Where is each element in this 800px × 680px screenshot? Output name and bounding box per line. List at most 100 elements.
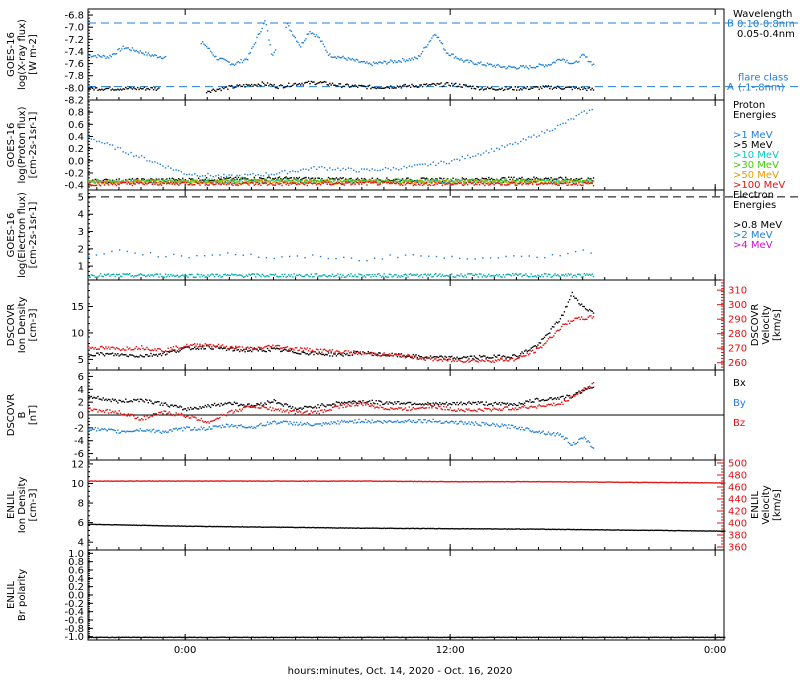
- data-point: [356, 402, 359, 404]
- data-point: [219, 274, 221, 276]
- data-point: [111, 53, 114, 56]
- data-point: [349, 354, 351, 357]
- data-point: [378, 354, 380, 357]
- data-point: [288, 350, 290, 352]
- data-point: [257, 346, 259, 348]
- data-point: [155, 401, 157, 403]
- data-point: [440, 177, 442, 180]
- data-point: [378, 400, 380, 402]
- data-point: [580, 111, 583, 114]
- data-point: [472, 179, 474, 181]
- data-point: [502, 274, 505, 276]
- data-point: [489, 360, 491, 363]
- y-axis-label: GOES-16: [6, 32, 17, 77]
- data-point: [488, 403, 490, 406]
- data-point: [433, 273, 436, 276]
- data-point: [121, 182, 123, 184]
- data-point: [417, 86, 420, 88]
- data-point: [494, 180, 497, 182]
- data-point: [323, 354, 326, 357]
- data-point: [97, 181, 99, 183]
- data-point: [356, 59, 359, 61]
- data-point: [582, 181, 584, 183]
- data-point: [95, 276, 98, 278]
- data-point: [150, 86, 152, 89]
- data-point: [186, 173, 188, 176]
- data-point: [212, 404, 214, 406]
- data-point: [276, 179, 278, 181]
- data-point: [107, 181, 110, 183]
- data-point: [123, 273, 126, 275]
- data-point: [133, 430, 135, 433]
- data-point: [376, 182, 379, 184]
- data-point: [90, 347, 93, 349]
- data-point: [420, 255, 422, 257]
- data-point: [170, 346, 172, 349]
- data-point: [347, 180, 350, 182]
- data-point: [445, 356, 448, 359]
- data-point: [190, 181, 192, 183]
- data-point: [485, 401, 487, 403]
- data-point: [392, 403, 395, 406]
- data-point: [448, 84, 450, 86]
- data-point: [208, 275, 210, 278]
- data-point: [496, 273, 498, 276]
- data-point: [211, 404, 213, 406]
- data-point: [274, 86, 277, 89]
- data-point: [330, 184, 332, 186]
- data-point: [309, 353, 311, 355]
- data-point: [313, 353, 315, 356]
- data-point: [91, 179, 94, 181]
- data-point: [445, 178, 448, 180]
- data-point: [531, 181, 534, 184]
- data-point: [582, 305, 584, 308]
- data-point: [562, 122, 564, 125]
- data-point: [311, 177, 314, 179]
- data-point: [314, 405, 316, 408]
- data-point: [371, 180, 373, 182]
- data-point: [129, 178, 131, 181]
- data-point: [102, 182, 104, 185]
- data-point: [97, 427, 99, 429]
- data-point: [315, 181, 318, 183]
- data-point: [228, 177, 230, 179]
- data-point: [578, 302, 580, 305]
- data-point: [576, 87, 579, 90]
- data-point: [296, 179, 298, 181]
- y-axis-label: [nT]: [28, 405, 39, 425]
- data-point: [334, 275, 336, 277]
- data-point: [363, 85, 365, 87]
- data-point: [110, 89, 112, 91]
- data-point: [244, 173, 246, 175]
- data-point: [505, 184, 507, 186]
- data-point: [174, 428, 176, 430]
- data-point: [383, 354, 385, 356]
- data-point: [542, 275, 544, 278]
- data-point: [521, 402, 523, 405]
- data-point: [241, 350, 244, 352]
- data-point: [518, 181, 521, 183]
- data-point: [547, 337, 550, 340]
- data-point: [521, 179, 523, 181]
- data-point: [515, 273, 518, 275]
- data-point: [254, 181, 257, 183]
- data-point: [533, 275, 535, 278]
- data-point: [117, 183, 119, 185]
- data-point: [326, 181, 328, 183]
- data-point: [281, 404, 283, 406]
- data-point: [315, 168, 318, 171]
- data-point: [590, 179, 592, 181]
- data-point: [508, 88, 510, 90]
- data-point: [327, 180, 330, 182]
- data-point: [534, 86, 536, 88]
- data-point: [404, 180, 407, 183]
- data-point: [217, 174, 220, 176]
- data-point: [228, 61, 230, 63]
- data-point: [449, 183, 452, 185]
- data-point: [444, 275, 446, 277]
- data-point: [330, 56, 332, 58]
- data-point: [456, 57, 458, 60]
- data-point: [392, 62, 395, 64]
- data-point: [280, 84, 282, 86]
- data-point: [292, 351, 294, 353]
